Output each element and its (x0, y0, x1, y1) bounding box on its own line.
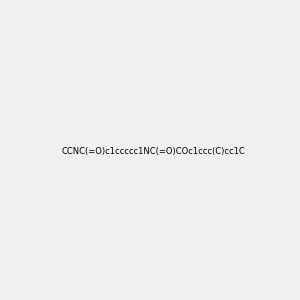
Text: CCNC(=O)c1ccccc1NC(=O)COc1ccc(C)cc1C: CCNC(=O)c1ccccc1NC(=O)COc1ccc(C)cc1C (62, 147, 246, 156)
